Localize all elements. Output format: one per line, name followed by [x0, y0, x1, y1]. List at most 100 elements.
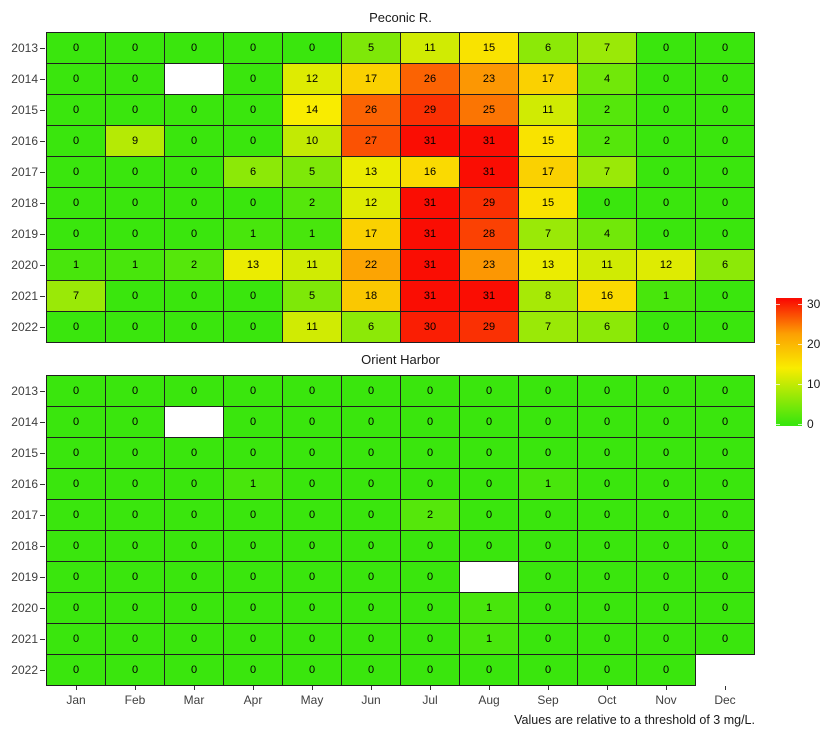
heatmap-cell: 0 [637, 219, 695, 249]
heatmap-cell: 0 [637, 64, 695, 94]
heatmap-cell: 0 [342, 655, 400, 685]
heatmap-cell: 0 [165, 188, 223, 218]
heatmap-cell: 0 [519, 531, 577, 561]
heatmap-cell: 0 [165, 157, 223, 187]
heatmap-cell: 0 [106, 64, 164, 94]
heatmap-cell: 0 [696, 624, 754, 654]
heatmap-cell: 0 [224, 188, 282, 218]
x-axis-label: Oct [597, 693, 617, 707]
heatmap-cell: 0 [401, 469, 459, 499]
heatmap-cell: 30 [401, 312, 459, 342]
heatmap-cell: 0 [224, 126, 282, 156]
heatmap-cell: 0 [283, 438, 341, 468]
heatmap-cell: 0 [224, 624, 282, 654]
heatmap-cell: 18 [342, 281, 400, 311]
y-axis-tick [40, 48, 45, 49]
heatmap-cell: 0 [460, 438, 518, 468]
heatmap-cell: 0 [224, 95, 282, 125]
heatmap-cell: 0 [696, 33, 754, 63]
heatmap-cell: 0 [106, 33, 164, 63]
heatmap-cell: 0 [283, 407, 341, 437]
heatmap-cell: 0 [401, 376, 459, 406]
heatmap-cell: 0 [283, 655, 341, 685]
y-axis-label: 2020 [11, 258, 38, 272]
heatmap-cell: 1 [460, 624, 518, 654]
x-axis-tick [430, 686, 431, 690]
heatmap-cell: 1 [460, 593, 518, 623]
heatmap-cell: 1 [637, 281, 695, 311]
heatmap-cell: 0 [342, 438, 400, 468]
heatmap-cell: 0 [519, 407, 577, 437]
heatmap-cell: 7 [519, 312, 577, 342]
heatmap-cell: 0 [637, 376, 695, 406]
heatmap-cell: 0 [578, 407, 636, 437]
heatmap-cell: 0 [519, 438, 577, 468]
heatmap-cell: 0 [283, 376, 341, 406]
heatmap-cell: 0 [637, 531, 695, 561]
heatmap-cell: 0 [224, 33, 282, 63]
heatmap-cell: 0 [637, 312, 695, 342]
heatmap-cell: 0 [106, 438, 164, 468]
y-axis-tick [40, 141, 45, 142]
heatmap-cell: 0 [224, 64, 282, 94]
heatmap-cell: 15 [519, 188, 577, 218]
heatmap-cell: 6 [342, 312, 400, 342]
heatmap-cell: 0 [47, 562, 105, 592]
panel-title-orient-harbor: Orient Harbor [361, 352, 440, 367]
y-axis-label: 2016 [11, 477, 38, 491]
y-axis-label: 2021 [11, 632, 38, 646]
heatmap-cell: 0 [165, 312, 223, 342]
heatmap-cell: 0 [47, 376, 105, 406]
heatmap-cell: 31 [401, 219, 459, 249]
heatmap-cell: 0 [696, 376, 754, 406]
y-axis-label: 2022 [11, 320, 38, 334]
heatmap-cell: 0 [401, 531, 459, 561]
legend-colorbar [776, 298, 802, 426]
y-axis-label: 2018 [11, 539, 38, 553]
heatmap-cell: 0 [342, 376, 400, 406]
heatmap-cell: 0 [47, 188, 105, 218]
heatmap-cell: 0 [460, 469, 518, 499]
heatmap-cell: 0 [47, 312, 105, 342]
heatmap-cell: 0 [47, 438, 105, 468]
heatmap-cell: 16 [578, 281, 636, 311]
heatmap-cell: 0 [283, 500, 341, 530]
heatmap-cell: 0 [342, 500, 400, 530]
legend-tick-label: 10 [807, 377, 821, 391]
heatmap-cell: 0 [283, 469, 341, 499]
heatmap-cell [460, 562, 518, 592]
heatmap-cell: 0 [106, 281, 164, 311]
heatmap-cell: 0 [224, 281, 282, 311]
heatmap-cell: 31 [460, 157, 518, 187]
heatmap-cell: 0 [106, 188, 164, 218]
y-axis-tick [40, 546, 45, 547]
heatmap-cell: 0 [106, 157, 164, 187]
heatmap-cell: 0 [578, 376, 636, 406]
x-axis-label: May [300, 693, 324, 707]
heatmap-cell: 5 [283, 157, 341, 187]
heatmap-cell: 0 [165, 219, 223, 249]
heatmap-cell: 0 [637, 500, 695, 530]
heatmap-cell: 0 [519, 500, 577, 530]
heatmap-cell: 0 [637, 95, 695, 125]
heatmap-cell: 0 [165, 500, 223, 530]
x-axis-tick [76, 686, 77, 690]
y-axis-tick [40, 234, 45, 235]
legend-tick-mark [776, 304, 780, 305]
legend-tick-mark [776, 344, 780, 345]
heatmap-cell: 4 [578, 64, 636, 94]
heatmap-cell: 1 [224, 219, 282, 249]
heatmap-cell: 0 [47, 95, 105, 125]
y-axis-tick [40, 639, 45, 640]
heatmap-cell: 11 [578, 250, 636, 280]
heatmap-cell: 1 [106, 250, 164, 280]
x-axis-tick [666, 686, 667, 690]
heatmap-cell: 0 [106, 593, 164, 623]
heatmap-cell: 0 [165, 624, 223, 654]
heatmap-cell: 0 [224, 531, 282, 561]
heatmap-cell: 15 [519, 126, 577, 156]
x-axis-tick [489, 686, 490, 690]
heatmap-cell: 11 [283, 250, 341, 280]
heatmap-cell: 0 [696, 126, 754, 156]
caption: Values are relative to a threshold of 3 … [514, 713, 755, 727]
